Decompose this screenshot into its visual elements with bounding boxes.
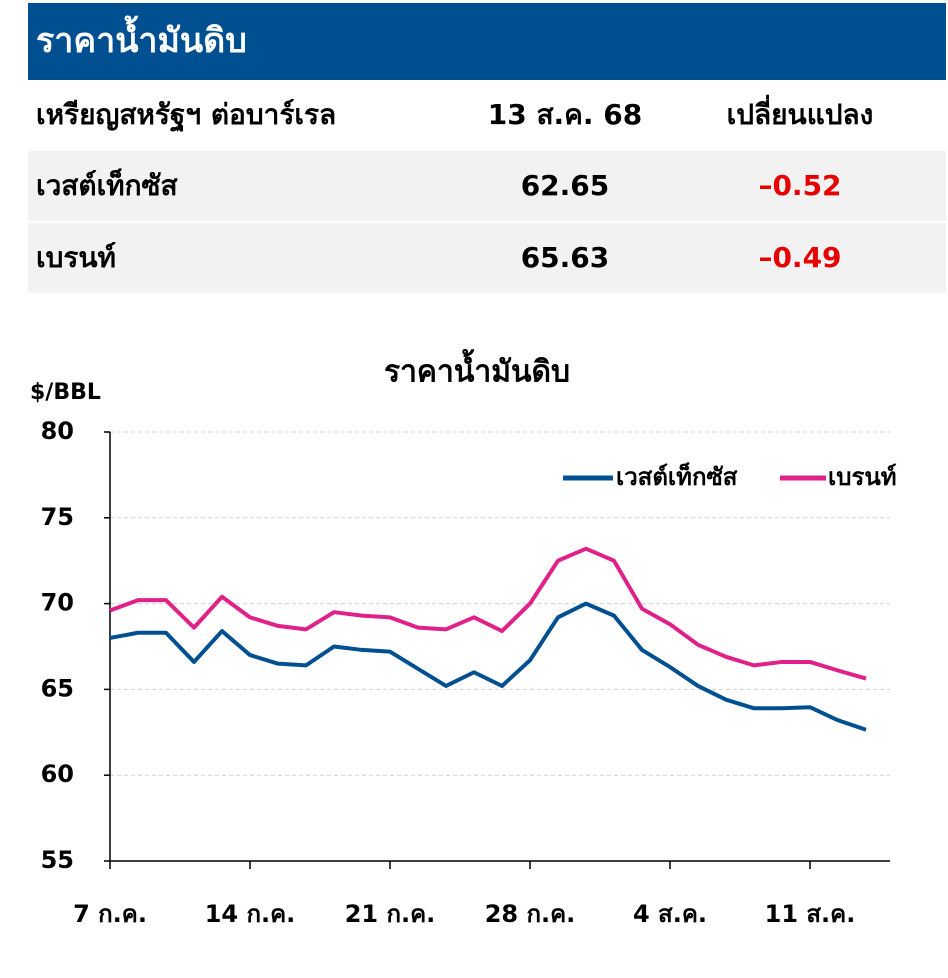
y-tick-label: 70 [41, 589, 74, 617]
row-label: เวสต์เท็กซัส [36, 169, 178, 202]
x-tick-label: 11 ส.ค. [765, 900, 856, 928]
x-tick-label: 4 ส.ค. [633, 900, 707, 928]
series-line [109, 546, 867, 681]
series-line [109, 601, 867, 732]
y-axis-label: $/BBL [30, 380, 101, 405]
column-header: เปลี่ยนแปลง [726, 98, 874, 131]
table-row: เวสต์เท็กซัส 62.65 –0.52 [28, 151, 946, 221]
column-header: เหรียญสหรัฐฯ ต่อบาร์เรล [36, 98, 337, 131]
column-header: 13 ส.ค. 68 [487, 98, 643, 131]
change: –0.52 [758, 169, 842, 202]
chart: ราคาน้ำมันดิบ $/BBL 55 60 65 70 75 80 7 ก.ค. 14… [30, 349, 897, 929]
x-tick-label: 14 ก.ค. [205, 900, 296, 928]
x-tick-label: 21 ก.ค. [345, 900, 436, 928]
price: 62.65 [520, 169, 610, 202]
table-header: เหรียญสหรัฐฯ ต่อบาร์เรล 13 ส.ค. 68 เปลี่… [28, 80, 946, 150]
table-row: เบรนท์ 65.63 –0.49 [28, 223, 946, 293]
y-tick-label: 60 [41, 760, 74, 788]
price: 65.63 [520, 241, 610, 274]
y-tick-label: 75 [41, 503, 74, 531]
row-label: เบรนท์ [36, 241, 116, 274]
y-tick-label: 55 [41, 846, 74, 874]
legend-label: เบรนท์ [828, 463, 897, 491]
chart-title: ราคาน้ำมันดิบ [384, 349, 570, 390]
legend-label: เวสต์เท็กซัส [616, 462, 738, 491]
x-tick-label: 7 ก.ค. [73, 900, 147, 928]
y-tick-label: 80 [41, 417, 74, 445]
change: –0.49 [758, 241, 842, 274]
x-tick-label: 28 ก.ค. [485, 900, 576, 928]
header-title: ราคาน้ำมันดิบ [28, 3, 946, 80]
y-tick-label: 65 [41, 674, 74, 702]
